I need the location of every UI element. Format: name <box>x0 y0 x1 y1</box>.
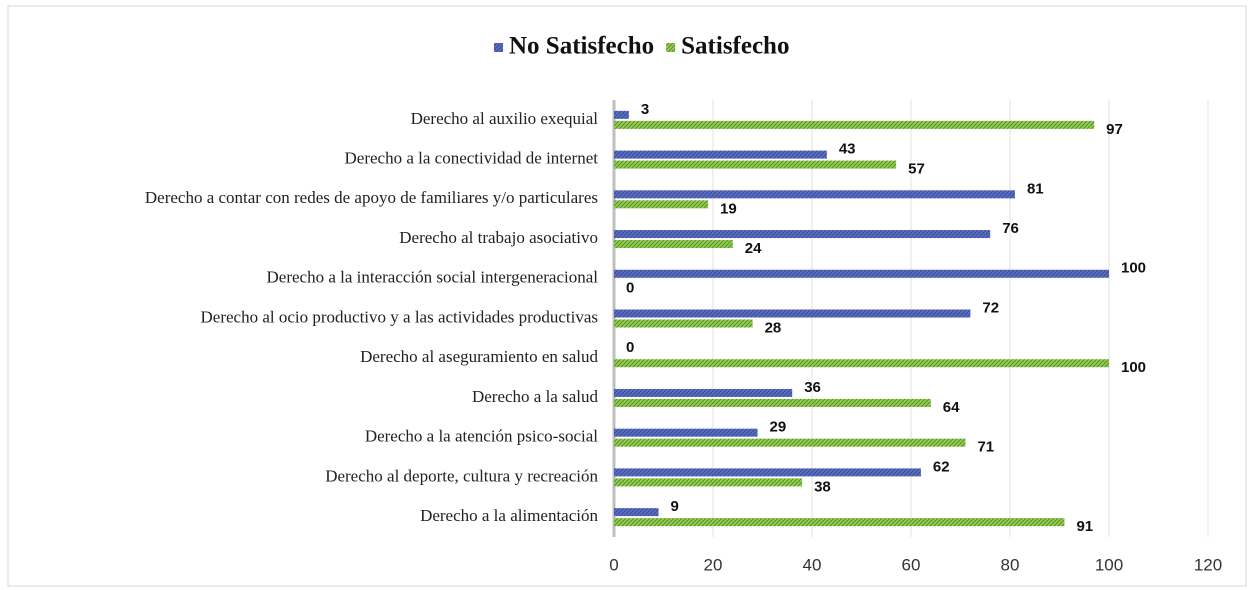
bar <box>614 478 803 487</box>
chart-border <box>7 5 1247 587</box>
data-label: 3 <box>641 101 649 118</box>
x-tick-label: 60 <box>902 555 921 574</box>
y-tick-label: Derecho a la conectividad de internet <box>345 148 599 167</box>
data-label: 0 <box>626 339 634 356</box>
y-tick-label: Derecho al ocio productivo y a las activ… <box>201 307 598 326</box>
y-tick-label: Derecho al aseguramiento en salud <box>360 347 598 366</box>
data-label: 38 <box>814 478 831 495</box>
y-tick-label: Derecho a la interacción social intergen… <box>267 268 599 287</box>
y-tick-label: Derecho a la atención psico-social <box>365 427 598 446</box>
x-tick-label: 20 <box>704 555 723 574</box>
y-tick-label: Derecho al auxilio exequial <box>411 109 599 128</box>
bar <box>614 190 1015 199</box>
data-label: 0 <box>626 280 634 297</box>
data-label: 43 <box>839 141 856 158</box>
data-label: 62 <box>933 458 950 475</box>
bar <box>614 388 793 397</box>
bar <box>614 398 931 407</box>
x-tick-label: 80 <box>1001 555 1020 574</box>
bar <box>614 150 827 159</box>
bar <box>614 240 733 249</box>
y-tick-label: Derecho a la salud <box>472 387 599 406</box>
bar <box>614 120 1095 129</box>
bar <box>614 269 1109 278</box>
data-label: 81 <box>1027 180 1044 197</box>
data-label: 100 <box>1121 260 1146 277</box>
legend-marker <box>494 43 503 52</box>
data-label: 97 <box>1106 121 1123 138</box>
y-tick-label: Derecho a la alimentación <box>420 506 598 525</box>
bar <box>614 359 1109 368</box>
y-tick-label: Derecho al deporte, cultura y recreación <box>325 466 598 485</box>
data-label: 64 <box>943 399 960 416</box>
bar <box>614 319 753 328</box>
data-label: 71 <box>977 439 994 456</box>
bar <box>614 438 966 447</box>
data-label: 29 <box>770 419 787 436</box>
legend: No Satisfecho Satisfecho <box>494 33 789 60</box>
bar <box>614 518 1065 527</box>
bar <box>614 428 758 437</box>
x-tick-label: 40 <box>803 555 822 574</box>
data-label: 91 <box>1076 518 1093 535</box>
data-label: 100 <box>1121 359 1146 376</box>
x-tick-label: 0 <box>609 555 618 574</box>
data-label: 76 <box>1002 220 1019 237</box>
bar <box>614 508 659 517</box>
y-tick-label: Derecho a contar con redes de apoyo de f… <box>145 188 598 207</box>
data-label: 28 <box>765 319 782 336</box>
data-label: 36 <box>804 379 821 396</box>
legend-label: No Satisfecho <box>509 33 654 60</box>
data-label: 72 <box>982 299 999 316</box>
bar <box>614 468 921 477</box>
bar <box>614 110 629 119</box>
bar <box>614 200 709 209</box>
data-label: 19 <box>720 200 737 217</box>
data-label: 24 <box>745 240 762 257</box>
bar <box>614 230 991 239</box>
data-label: 57 <box>908 161 925 178</box>
legend-marker <box>666 43 676 52</box>
legend-label: Satisfecho <box>681 33 789 60</box>
bar <box>614 160 897 169</box>
x-tick-label: 100 <box>1095 555 1123 574</box>
y-tick-label: Derecho al trabajo asociativo <box>399 228 598 247</box>
data-label: 9 <box>671 498 679 515</box>
bar <box>614 309 971 318</box>
x-tick-label: 120 <box>1194 555 1222 574</box>
